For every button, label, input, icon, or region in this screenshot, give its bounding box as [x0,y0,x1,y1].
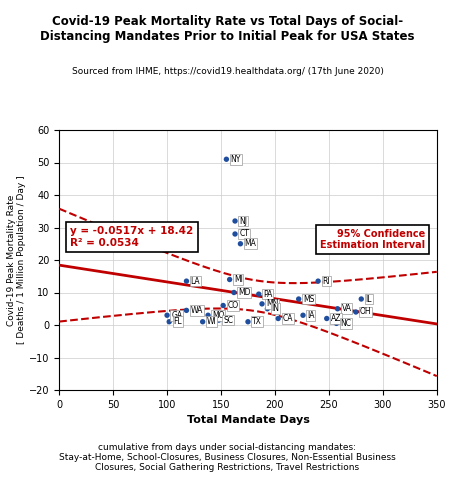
Text: SC: SC [223,316,233,324]
Text: MS: MS [303,294,314,304]
Text: NJ: NJ [239,216,247,226]
Text: MA: MA [245,240,257,248]
Point [215,316,222,324]
Point [204,311,212,320]
Text: TX: TX [252,318,262,326]
Point [314,277,322,285]
Text: NY: NY [231,155,241,164]
Point [295,295,302,303]
Point [232,217,239,225]
Text: IN: IN [272,304,279,313]
Point [358,295,365,303]
Text: Covid-19 Peak Mortality Rate vs Total Days of Social-
Distancing Mandates Prior : Covid-19 Peak Mortality Rate vs Total Da… [40,15,415,43]
Point [237,240,244,248]
Text: 95% Confidence
Estimation Interval: 95% Confidence Estimation Interval [320,229,425,250]
Text: WA: WA [191,306,203,315]
Text: LA: LA [191,276,200,285]
Point [264,304,271,313]
Point [352,308,359,316]
Y-axis label: Covid-19 Peak Mortality Rate
[ Deaths / 1 Million Population / Day ]: Covid-19 Peak Mortality Rate [ Deaths / … [7,176,26,344]
Point [258,300,266,308]
Text: MI: MI [234,275,243,284]
Text: CT: CT [239,230,249,238]
Text: Sourced from IHME, https://covid19.healthdata.org/ (17th June 2020): Sourced from IHME, https://covid19.healt… [71,68,384,76]
Text: NC: NC [341,319,352,328]
Point [244,318,252,326]
Point [223,155,230,163]
Text: MO: MO [212,310,225,320]
Point [323,314,330,322]
Point [274,314,282,322]
Text: WI: WI [207,318,217,326]
Point [299,311,307,320]
Text: AZ: AZ [331,314,341,323]
Point [183,277,190,285]
Text: VA: VA [342,304,352,313]
Point [334,304,341,313]
Text: GA: GA [171,310,182,320]
Text: IA: IA [307,310,315,320]
Text: y = -0.0517x + 18.42
R² = 0.0534: y = -0.0517x + 18.42 R² = 0.0534 [71,226,194,248]
Text: MD: MD [238,288,251,297]
Point [166,318,173,326]
Text: CO: CO [228,301,238,310]
Text: IL: IL [365,294,372,304]
Text: MN: MN [266,300,278,308]
Text: RI: RI [322,276,330,285]
Point [230,288,238,296]
Text: PA: PA [263,290,272,298]
Point [333,320,340,328]
Text: CA: CA [283,314,293,323]
Point [226,276,233,283]
Text: OH: OH [360,308,372,316]
Text: cumulative from days under social-distancing mandates:
Stay-at-Home, School-Clos: cumulative from days under social-distan… [59,442,396,472]
Point [232,230,239,238]
X-axis label: Total Mandate Days: Total Mandate Days [187,416,309,426]
Point [199,318,206,326]
Point [219,302,227,310]
Point [183,306,190,314]
Text: FL: FL [173,318,182,326]
Point [255,290,263,298]
Point [163,311,171,320]
